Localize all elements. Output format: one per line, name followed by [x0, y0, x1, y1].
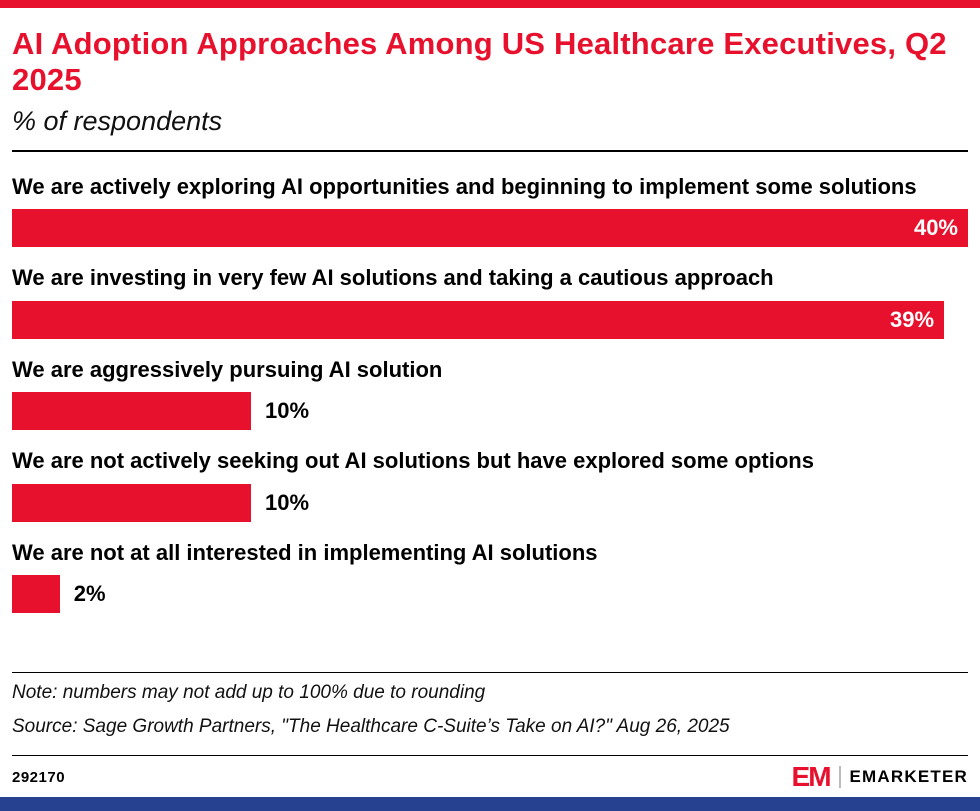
bar — [12, 392, 251, 431]
bar — [12, 575, 60, 614]
bar-value-label: 40% — [913, 215, 958, 241]
footer-bar: 292170 EM EMARKETER — [0, 756, 980, 797]
flex-spacer — [12, 613, 968, 646]
bar-track: 10% — [12, 392, 968, 431]
emarketer-logo-text: EMARKETER — [849, 767, 968, 786]
bar-row: We are actively exploring AI opportuniti… — [12, 173, 968, 248]
bar-category-label: We are not actively seeking out AI solut… — [12, 448, 814, 474]
bar-value-label: 2% — [73, 581, 106, 607]
chart-subtitle: % of respondents — [12, 105, 223, 136]
bar-value-label: 10% — [265, 398, 310, 424]
source-text: Source: Sage Growth Partners, "The Healt… — [12, 716, 730, 738]
bar-track: 40% — [12, 209, 968, 248]
bar-row: We are not at all interested in implemen… — [12, 539, 968, 614]
bar: 39% — [12, 300, 945, 339]
bar-value-label: 10% — [265, 489, 310, 515]
bar — [12, 483, 251, 522]
bar-category-label: We are not at all interested in implemen… — [12, 539, 598, 565]
bar-chart: We are actively exploring AI opportuniti… — [12, 156, 968, 614]
bar-row: We are not actively seeking out AI solut… — [12, 447, 968, 522]
emarketer-logo: EM EMARKETER — [792, 763, 968, 791]
bar-category-label: We are aggressively pursuing AI solution — [12, 356, 443, 382]
bar-category-label: We are actively exploring AI opportuniti… — [12, 173, 917, 199]
bar-track: 10% — [12, 483, 968, 522]
chart-title: AI Adoption Approaches Among US Healthca… — [12, 26, 947, 98]
bar: 40% — [12, 209, 968, 248]
top-red-strip — [0, 0, 980, 8]
emarketer-logo-mark-icon: EM — [791, 761, 832, 792]
bar-category-label: We are investing in very few AI solution… — [12, 265, 774, 291]
header-divider — [12, 149, 968, 152]
footnotes: Note: numbers may not add up to 100% due… — [12, 672, 968, 741]
bar-row: We are aggressively pursuing AI solution… — [12, 356, 968, 431]
bar-row: We are investing in very few AI solution… — [12, 264, 968, 339]
bar-track: 2% — [12, 575, 968, 614]
footer-divider — [12, 755, 968, 756]
bar-track: 39% — [12, 300, 968, 339]
bar-value-label: 39% — [890, 306, 935, 332]
chart-id: 292170 — [12, 768, 66, 786]
note-text: Note: numbers may not add up to 100% due… — [12, 682, 486, 704]
chart-content: AI Adoption Approaches Among US Healthca… — [0, 8, 980, 756]
footnote-divider — [12, 672, 968, 674]
bottom-blue-strip — [0, 797, 980, 811]
logo-divider — [838, 766, 841, 788]
